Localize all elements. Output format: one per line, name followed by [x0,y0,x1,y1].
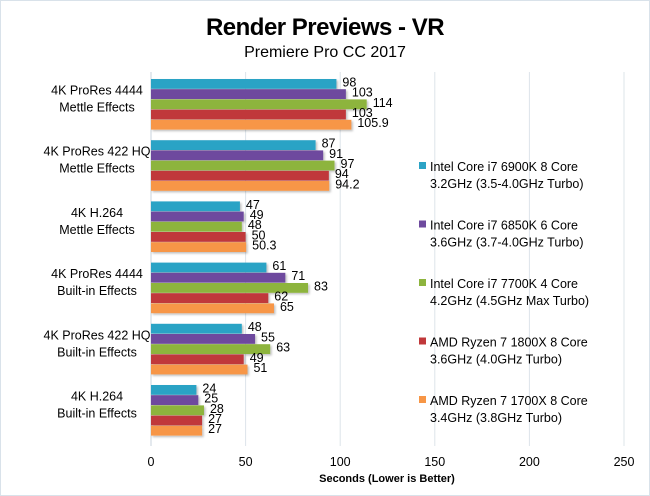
bar [151,99,367,110]
data-label: 65 [280,300,294,314]
data-label: 94.2 [335,177,359,191]
bar [151,160,335,171]
bar [151,89,346,99]
bar [151,364,248,375]
x-tick-labels: 0 50 100 150 200 250 [148,455,635,469]
bar [151,344,271,354]
x-tick-label: 50 [239,455,253,469]
data-label: 47 [246,198,260,212]
legend-item: AMD Ryzen 7 1800X 8 Core 3.6GHz (4.0GHz T… [419,336,588,367]
x-tick-label: 100 [330,455,351,469]
data-label: 49 [250,208,264,222]
legend-swatch [419,279,426,286]
data-label: 91 [329,147,343,161]
bar [151,323,242,334]
data-label: 71 [291,269,305,283]
x-axis-label: Seconds (Lower is Better) [319,473,455,485]
x-tick-label: 150 [424,455,445,469]
bar [151,415,203,426]
data-labels: 98103114103105.98791979494.24749485050.3… [202,75,392,436]
data-label: 49 [250,351,264,365]
bar [151,109,346,120]
data-label: 62 [274,290,288,304]
data-label: 48 [248,320,262,334]
bar [151,354,244,365]
data-label: 63 [276,341,290,355]
legend-item: Intel Core i7 6900K 8 Core 3.2GHz (3.5-4.… [419,160,584,191]
data-label: 105.9 [357,116,388,130]
bar [151,385,197,395]
data-label: 103 [352,86,373,100]
data-label: 97 [341,157,355,171]
data-label: 25 [204,392,218,406]
bar [151,334,256,344]
bar [151,303,274,314]
data-label: 24 [202,381,216,395]
data-label: 50.3 [252,239,276,253]
bar [151,119,352,130]
bar [151,150,324,161]
bar [151,201,240,212]
data-label: 83 [314,279,328,293]
bar [151,79,337,89]
legend-swatch [419,337,426,345]
bar [151,283,309,293]
bar [151,262,267,273]
bar [151,293,269,303]
legend-item: Intel Core i7 6850K 6 Core 3.6GHz (3.7-4.… [419,219,584,250]
legend-label: AMD Ryzen 7 1700X 8 Core 3.4GHz (3.8GHz T… [430,394,588,425]
legend: Intel Core i7 6900K 8 Core 3.2GHz (3.5-4.… [419,160,589,425]
bar [151,140,316,150]
data-label: 61 [272,259,286,273]
legend-label: Intel Core i7 7700K 4 Core 4.2GHz (4.5GHz… [430,277,589,308]
bar [151,232,246,242]
category-label: 4K H.264 Mettle Effects [59,206,135,237]
category-label: 4K ProRes 4444 Built-in Effects [51,267,143,298]
data-label: 48 [248,218,262,232]
x-tick-label: 200 [519,455,540,469]
data-label: 55 [261,330,275,344]
legend-item: Intel Core i7 7700K 4 Core 4.2GHz (4.5GHz… [419,277,589,308]
legend-swatch [419,220,426,228]
category-labels: 4K ProRes 4444 Mettle Effects 4K ProRes 42… [44,84,151,421]
bar [151,272,286,283]
legend-label: Intel Core i7 6900K 8 Core 3.2GHz (3.5-4.… [430,160,584,191]
legend-item: AMD Ryzen 7 1700X 8 Core 3.4GHz (3.8GHz T… [419,394,588,425]
data-label: 114 [373,96,393,110]
x-tick-label: 0 [148,455,155,469]
bars [151,79,367,436]
bar [151,395,199,405]
bar [151,425,203,436]
bar [151,181,330,191]
data-label: 50 [252,228,266,242]
bar [151,221,242,232]
x-tick-label: 250 [614,455,635,469]
legend-label: Intel Core i7 6850K 6 Core 3.6GHz (3.7-4.… [430,219,584,250]
legend-label: AMD Ryzen 7 1800X 8 Core 3.6GHz (4.0GHz T… [430,336,588,367]
bar [151,211,244,222]
data-label: 28 [210,402,224,416]
data-label: 94 [335,167,349,181]
data-label: 51 [253,361,267,375]
bar [151,170,329,181]
chart-title: Render Previews - VR [205,14,445,41]
data-label: 98 [342,75,356,89]
gridlines [150,72,625,446]
bar [151,242,247,252]
data-label: 27 [208,412,222,426]
data-label: 103 [352,106,373,120]
category-label: 4K H.264 Built-in Effects [57,390,137,421]
category-label: 4K ProRes 422 HQ Built-in Effects [44,328,151,359]
data-label: 87 [322,137,336,151]
bar [151,405,204,416]
legend-swatch [419,162,426,169]
category-label: 4K ProRes 4444 Mettle Effects [51,84,143,115]
legend-swatch [419,396,426,403]
data-label: 27 [208,422,222,436]
chart-subtitle: Premiere Pro CC 2017 [244,44,406,61]
category-label: 4K ProRes 422 HQ Mettle Effects [44,145,151,176]
